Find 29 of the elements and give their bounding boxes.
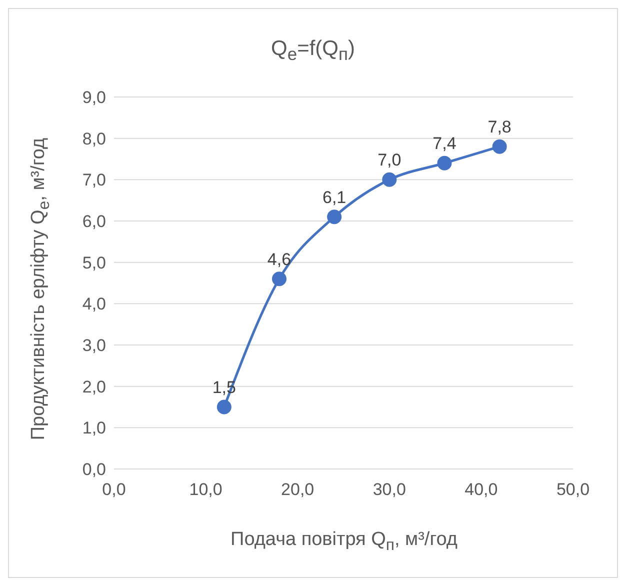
y-tick-label: 0,0	[82, 460, 106, 480]
x-tick-label: 40,0	[464, 480, 498, 500]
chart-title: Q$_{е}$=f(Q$_{п}$)	[270, 37, 356, 66]
x-tick-label: 30,0	[372, 480, 406, 500]
data-label: 7,0	[378, 150, 402, 170]
point	[437, 156, 452, 170]
data-label: 7,8	[488, 118, 512, 137]
y-tick-label: 5,0	[82, 253, 106, 272]
point	[382, 172, 397, 187]
y-tick-label: 1,0	[82, 418, 106, 438]
y-tick-label: 9,0	[82, 88, 106, 108]
x-tick-label: 20,0	[281, 480, 314, 500]
y-tick-label: 3,0	[82, 336, 106, 356]
y-tick-label: 6,0	[82, 212, 106, 232]
y-tick-label: 2,0	[82, 377, 106, 396]
y-tick-label: 4,0	[82, 294, 106, 314]
data-label: 4,6	[267, 250, 292, 269]
data-label: 7,4	[432, 134, 456, 154]
point	[492, 139, 507, 154]
y-tick-label: 8,0	[82, 129, 106, 148]
data-label: 6,1	[322, 188, 346, 207]
x-axis-title: Подача повітря Q$_{п}$, м³/год	[230, 529, 458, 555]
point	[272, 272, 286, 286]
y-tick-label: 7,0	[82, 170, 106, 190]
x-tick-label: 50,0	[556, 480, 590, 500]
x-tick-label: 0,0	[102, 480, 126, 500]
point	[327, 210, 342, 224]
point	[216, 400, 232, 414]
x-tick-label: 10,0	[189, 480, 222, 500]
